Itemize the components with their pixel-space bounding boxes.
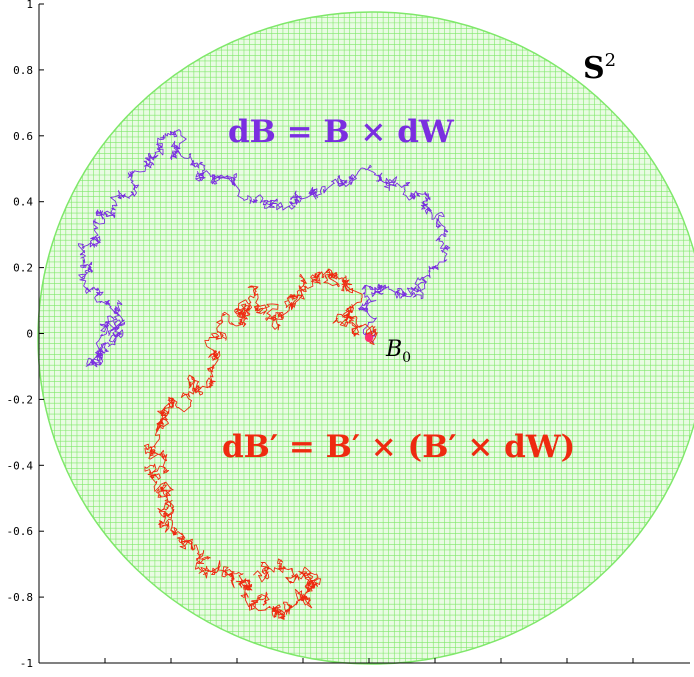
start-label: B0 (385, 337, 411, 366)
start-point-marker (365, 334, 373, 342)
y-tick-label: 0.2 (13, 262, 33, 275)
y-tick-label: -0.6 (7, 525, 34, 538)
y-tick-label: 0.4 (13, 196, 33, 209)
y-tick-label: -0.4 (7, 459, 34, 472)
brownian-paths (77, 129, 451, 620)
y-tick-label: -0.2 (7, 393, 34, 406)
equation-red: dB′ = B′ × (B′ × dW) (222, 429, 575, 465)
y-tick-label: 0.6 (13, 130, 33, 143)
y-tick-label: 0.8 (13, 64, 33, 77)
y-tick-label: 1 (26, 0, 33, 11)
axes: 1 0.8 0.6 0.4 0.2 0 -0.2 -0.4 -0.6 -0.8 -1 (7, 0, 690, 670)
y-tick-label: 0 (26, 328, 33, 341)
blue-brownian-path (77, 129, 451, 368)
equation-blue: dB = B × dW (228, 114, 455, 150)
y-tick-label: -1 (20, 657, 33, 670)
sphere-label: S2 (583, 50, 616, 86)
red-brownian-path (143, 268, 378, 620)
y-tick-label: -0.8 (7, 591, 34, 604)
